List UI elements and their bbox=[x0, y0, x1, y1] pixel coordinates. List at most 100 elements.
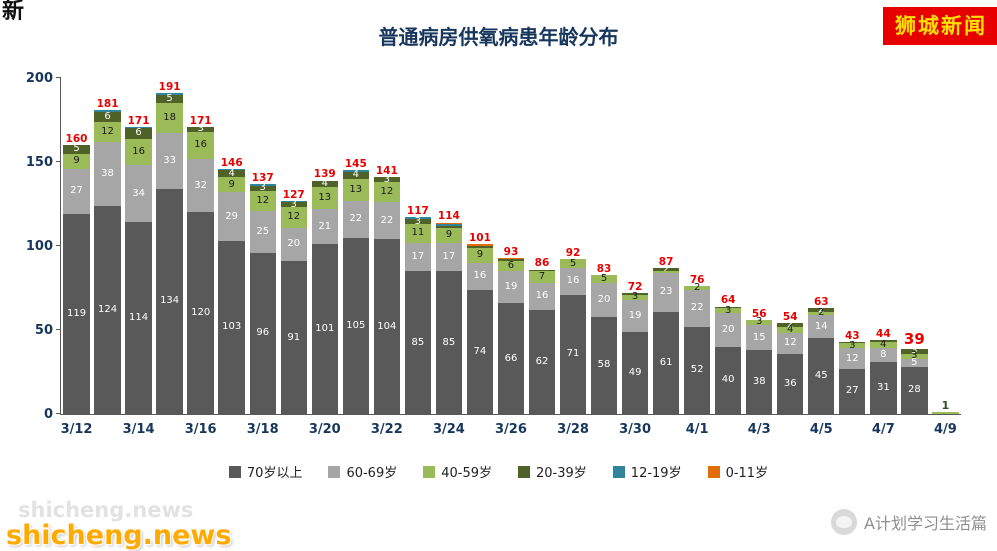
bar-segment: 52 bbox=[683, 326, 711, 414]
bar-slot: 181 6 12 38 124 bbox=[92, 78, 123, 414]
legend-label: 12-19岁 bbox=[630, 466, 682, 481]
bar-segment: 3 bbox=[280, 199, 307, 209]
bar-segment: 6 bbox=[125, 128, 152, 139]
bar-segment: 22 bbox=[373, 202, 401, 240]
x-axis-tick-label: 4/1 bbox=[685, 422, 709, 437]
x-axis-tick-label: 3/12 bbox=[60, 422, 93, 437]
bar-total-label: 54 bbox=[782, 311, 798, 324]
bar-segment: 3 bbox=[839, 340, 866, 351]
watermark-fragment: 新 bbox=[2, 0, 25, 24]
bar-slot: 92 5 16 71 3/28 bbox=[557, 78, 589, 437]
stacked-bar: 6 19 66 bbox=[497, 257, 525, 414]
legend-swatch bbox=[228, 465, 241, 478]
bar-segment: 66 bbox=[497, 303, 525, 414]
bar-segment: 12 bbox=[373, 182, 401, 203]
chart-plot-area: 0 50 100 150 200 160 5 9 27 119 3/12 181 6 12 38 124 171… bbox=[26, 72, 961, 437]
bar-segment: 119 bbox=[63, 214, 90, 414]
bar-segment: 12 bbox=[777, 333, 804, 354]
bar-slot: 76 2 22 52 4/1 bbox=[682, 78, 713, 437]
bar-segment: 16 bbox=[466, 262, 494, 290]
y-axis-tick-mark bbox=[56, 244, 61, 246]
bar-segment: 12 bbox=[839, 348, 866, 369]
bar-segment bbox=[652, 271, 680, 273]
brand-logo-icon bbox=[831, 509, 858, 535]
bar-segment: 22 bbox=[683, 289, 711, 327]
bar-segment: 58 bbox=[590, 316, 618, 414]
bar-segment: 85 bbox=[435, 271, 463, 414]
bar-segment: 18 bbox=[156, 103, 183, 134]
bar-segment: 62 bbox=[528, 309, 556, 414]
bar-segment: 2 bbox=[652, 264, 680, 275]
bar-segment: 2 bbox=[808, 304, 835, 315]
stacked-bar: 3 3 5 28 bbox=[901, 346, 928, 414]
stacked-bar: 3 12 27 bbox=[839, 340, 866, 414]
bar-segment: 17 bbox=[435, 242, 463, 272]
bar-segment: 5 bbox=[156, 93, 183, 104]
bar-segment: 2 bbox=[808, 307, 835, 318]
x-axis-tick-label: 4/5 bbox=[809, 422, 833, 437]
bar-slot: 145 4 13 22 105 bbox=[340, 78, 371, 414]
stacked-bar: 3 11 17 85 bbox=[404, 216, 432, 414]
bar-slot: 171 3 16 32 120 3/16 bbox=[185, 78, 217, 437]
bar-segment: 6 bbox=[94, 111, 121, 122]
y-axis-tick-label: 150 bbox=[25, 155, 53, 170]
bar-segment: 61 bbox=[652, 311, 680, 414]
stacked-bar: 4 8 31 bbox=[870, 340, 897, 414]
legend-item: 70岁以上 bbox=[228, 462, 303, 481]
bar-total-label: 139 bbox=[313, 168, 336, 181]
bar-segment bbox=[249, 183, 276, 186]
stacked-bar: 4 13 22 105 bbox=[342, 170, 369, 414]
stacked-bar bbox=[932, 412, 959, 414]
bar-slot: 139 4 13 21 101 3/20 bbox=[309, 78, 341, 437]
y-axis-tick-mark bbox=[56, 412, 61, 414]
bar-total-label: 137 bbox=[251, 171, 274, 184]
bar-segment: 3 bbox=[373, 174, 401, 184]
bar-slot: 117 3 11 17 85 bbox=[402, 78, 433, 414]
bar-total-label: 92 bbox=[565, 247, 581, 260]
bar-total-label: 101 bbox=[468, 232, 491, 245]
bar-segment: 103 bbox=[218, 240, 245, 414]
bar-slot: 141 3 12 22 104 3/22 bbox=[371, 78, 403, 437]
bar-total-label: 181 bbox=[96, 97, 119, 110]
bar-segment: 8 bbox=[870, 348, 897, 362]
bar-segment: 101 bbox=[311, 244, 338, 414]
bar-total-label: 86 bbox=[534, 257, 550, 270]
bar-segment: 71 bbox=[559, 294, 587, 414]
bar-segment bbox=[156, 93, 183, 95]
bar-total-label: 1 bbox=[941, 398, 950, 412]
bar-segment: 22 bbox=[342, 200, 369, 238]
bar-segment bbox=[497, 259, 525, 262]
bar-segment bbox=[714, 306, 742, 309]
bar-slot: 127 3 12 20 91 bbox=[278, 78, 309, 414]
bar-segment: 28 bbox=[901, 366, 928, 414]
bar-segment: 15 bbox=[746, 324, 773, 351]
bar-total-label: 87 bbox=[658, 255, 674, 268]
bar-segment: 104 bbox=[373, 239, 401, 414]
y-axis-tick-mark bbox=[56, 328, 61, 330]
bar-segment: 13 bbox=[342, 178, 369, 201]
legend-label: 70岁以上 bbox=[246, 466, 303, 481]
legend-label: 40-59岁 bbox=[441, 466, 493, 481]
bar-segment: 96 bbox=[249, 252, 276, 414]
y-axis-tick-label: 50 bbox=[34, 323, 53, 338]
bar-total-label: 72 bbox=[627, 281, 643, 294]
legend-item: 0-11岁 bbox=[707, 462, 768, 481]
bar-segment: 21 bbox=[311, 209, 338, 245]
bar-segment bbox=[466, 244, 494, 247]
stacked-bar: 3 19 49 bbox=[621, 292, 649, 414]
bar-segment: 9 bbox=[63, 153, 90, 169]
y-axis-tick-label: 100 bbox=[25, 239, 53, 254]
stacked-bar: 4 9 29 103 bbox=[218, 168, 245, 414]
bar-segment: 13 bbox=[311, 187, 338, 210]
y-axis-tick-label: 0 bbox=[43, 407, 53, 422]
bar-slot: 83 5 20 58 bbox=[589, 78, 620, 414]
bar-segment bbox=[497, 257, 525, 260]
legend-swatch bbox=[707, 465, 720, 478]
bar-segment: 6 bbox=[497, 261, 525, 272]
bar-segment bbox=[435, 222, 463, 225]
bar-segment: 29 bbox=[218, 192, 245, 241]
bar-total-label: 114 bbox=[437, 210, 460, 223]
legend-item: 60-69岁 bbox=[328, 462, 397, 481]
bar-segment: 4 bbox=[311, 179, 338, 188]
bar-total-label: 171 bbox=[189, 114, 212, 127]
